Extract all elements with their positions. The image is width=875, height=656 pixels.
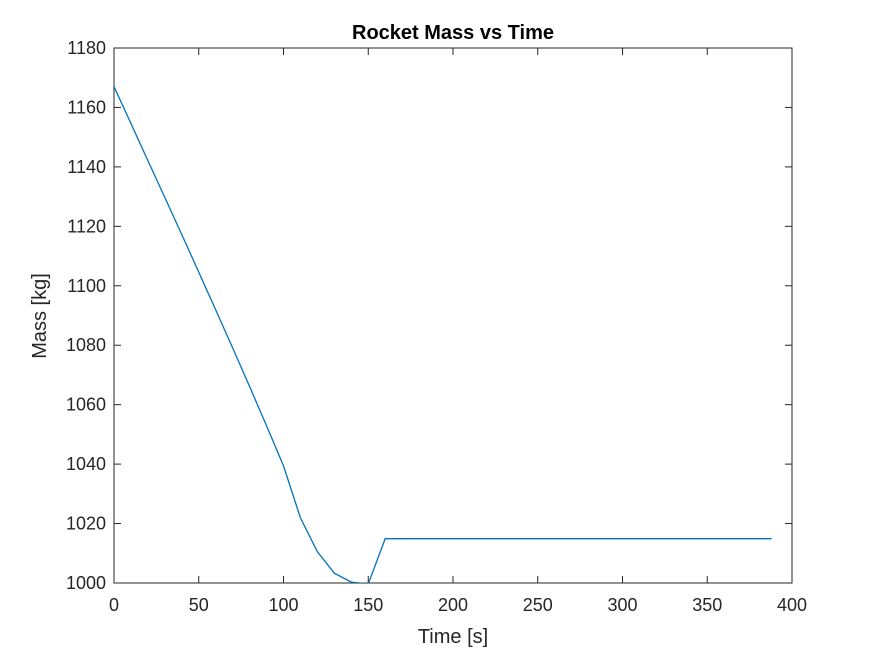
y-tick-label: 1020 — [66, 514, 106, 534]
y-tick-label: 1120 — [67, 216, 106, 236]
y-tick-label: 1180 — [67, 38, 106, 58]
y-tick-label: 1060 — [66, 395, 106, 415]
y-tick-label: 1140 — [67, 157, 106, 177]
x-tick-label: 50 — [189, 595, 209, 615]
y-tick-label: 1000 — [66, 573, 106, 593]
x-tick-label: 200 — [438, 595, 468, 615]
y-tick-label: 1100 — [67, 276, 106, 296]
y-tick-label: 1080 — [66, 335, 106, 355]
chart-title: Rocket Mass vs Time — [352, 22, 554, 44]
x-tick-label: 300 — [607, 595, 637, 615]
y-tick-label: 1160 — [67, 97, 106, 117]
y-tick-label: 1040 — [66, 454, 106, 474]
x-tick-label: 150 — [353, 595, 383, 615]
x-axis-title: Time [s] — [418, 626, 488, 648]
plot-area: 0 50 100 150 200 250 300 350 400 1000 1020 1040 1060… — [66, 38, 807, 615]
series-line-1 — [114, 86, 772, 583]
x-tick-label: 350 — [692, 595, 722, 615]
x-tick-label: 250 — [523, 595, 553, 615]
axes-box — [113, 47, 793, 584]
x-tick-label: 0 — [109, 595, 119, 615]
x-tick-label: 100 — [268, 595, 298, 615]
y-axis-title: Mass [kg] — [29, 273, 51, 359]
x-tick-label: 400 — [777, 595, 807, 615]
